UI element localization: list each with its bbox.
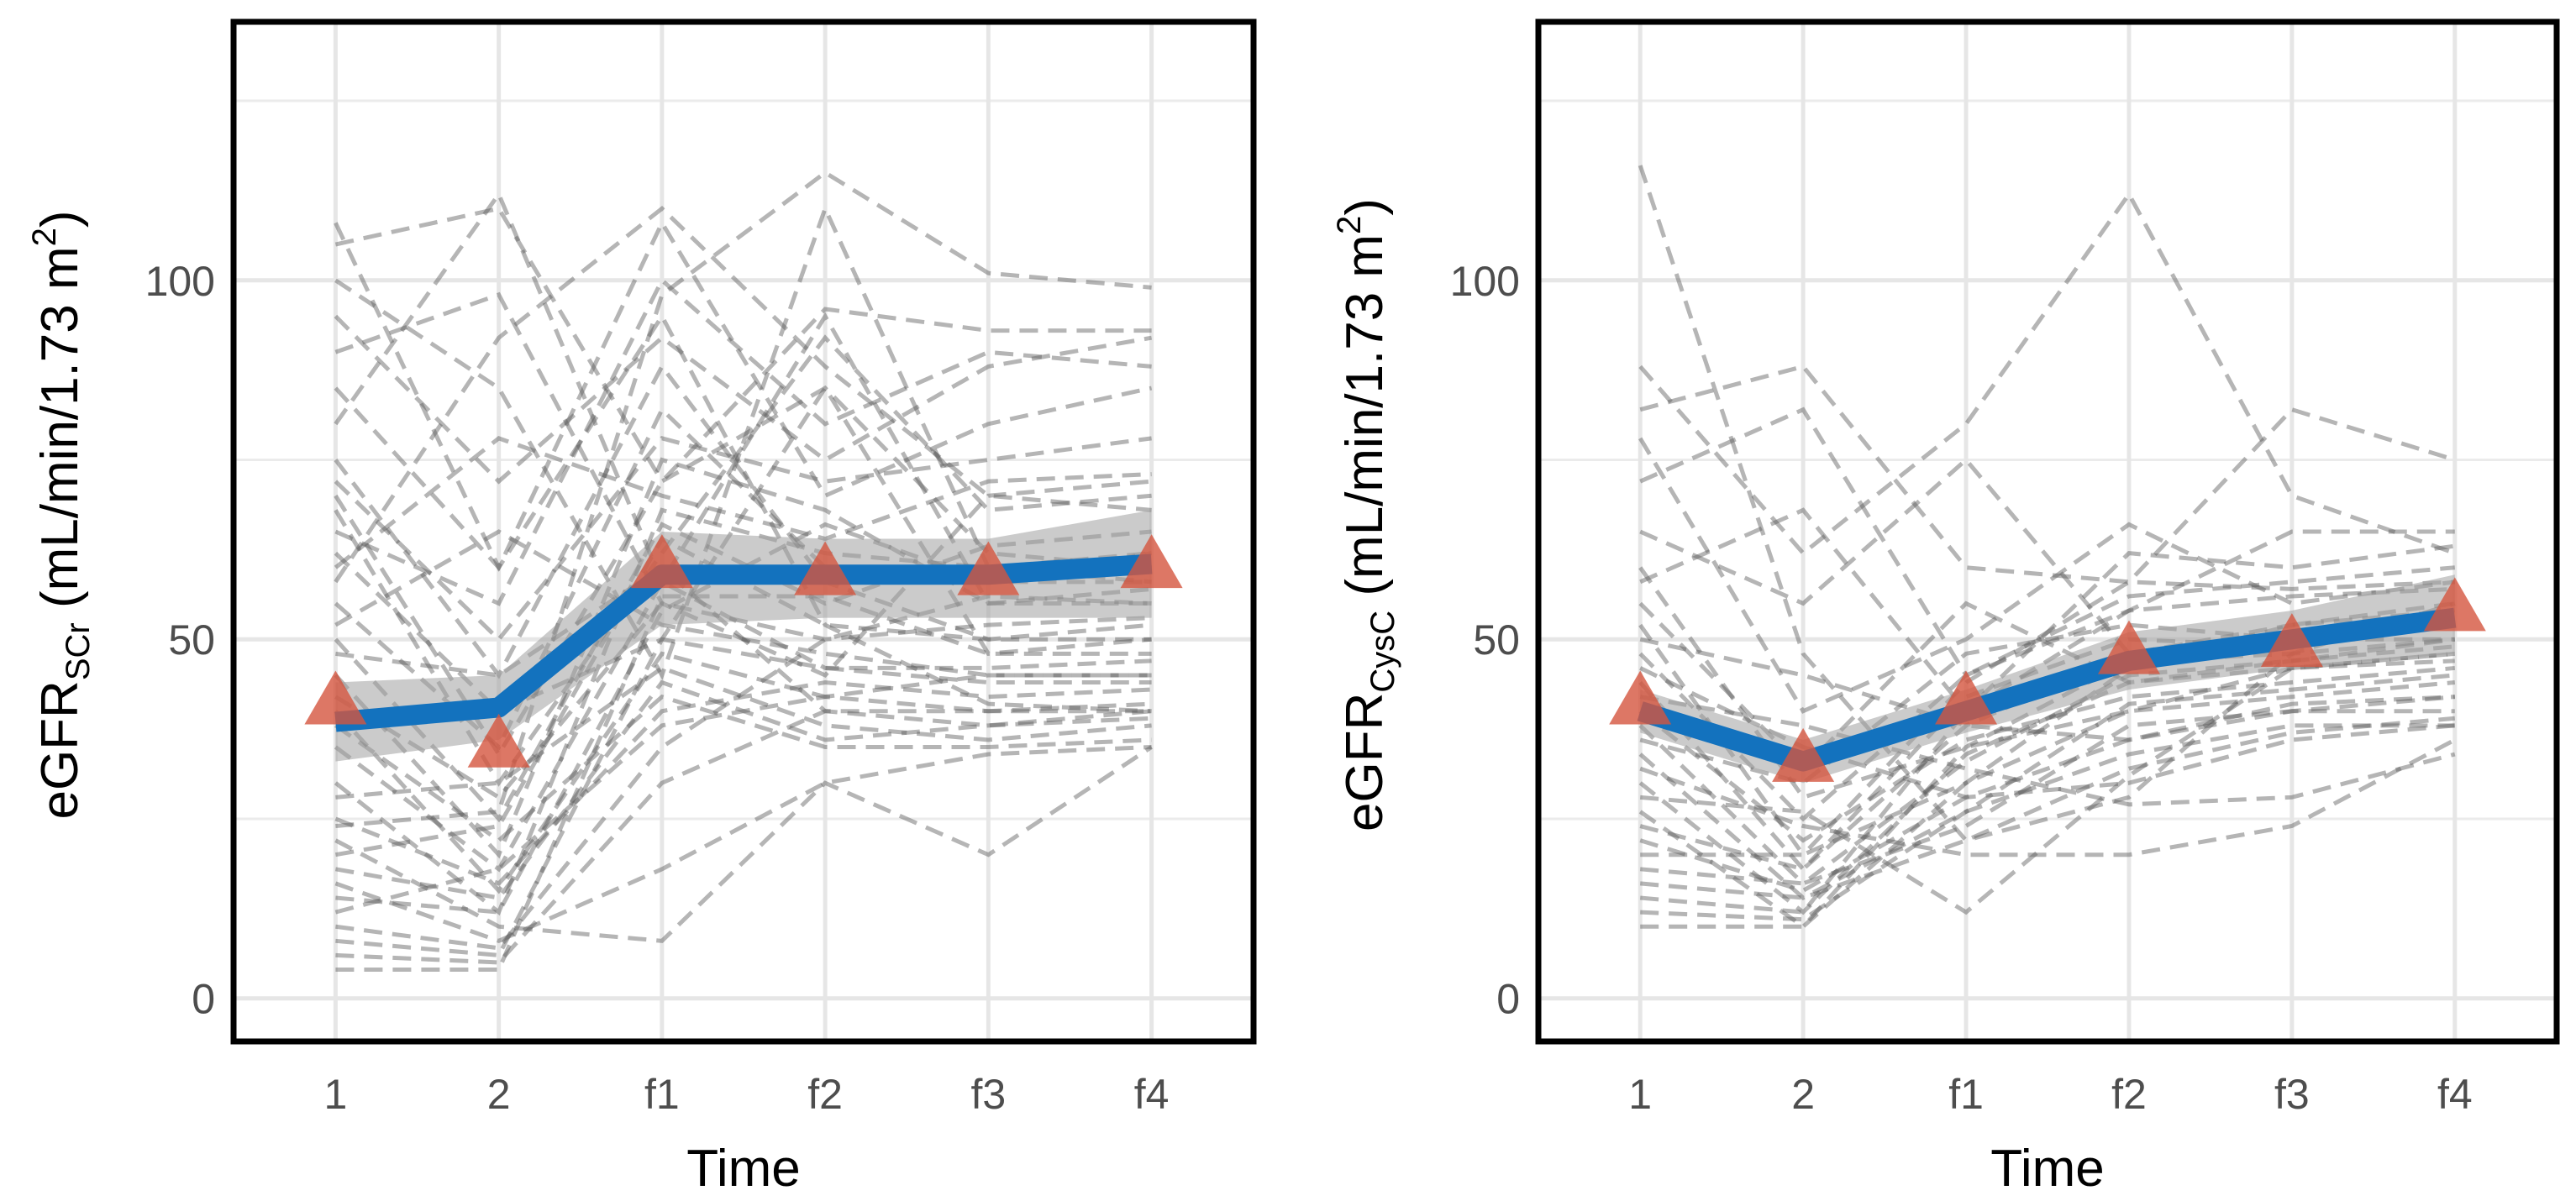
trajectory-line — [1638, 437, 2456, 714]
x-tick-label: f1 — [1948, 1071, 1984, 1118]
trajectory-line — [1640, 580, 2455, 857]
trajectory-line — [335, 701, 1152, 965]
trajectory-line — [334, 222, 1152, 714]
y-axis-title: eGFRSCr (mL/min/1.73 m2) — [26, 210, 97, 819]
y-axis-title-prefix: eGFR — [31, 680, 89, 819]
trajectory-line — [334, 206, 1152, 570]
trajectory-line — [334, 457, 1152, 859]
x-tick-label: f4 — [2437, 1071, 2473, 1118]
median-triangle-marker — [304, 670, 367, 725]
y-axis-title-subscript: CysC — [1364, 611, 1401, 693]
x-tick-label: f2 — [807, 1071, 843, 1118]
trajectory-line — [335, 665, 1152, 800]
trajectory-line — [334, 745, 1153, 943]
median-triangle-marker — [2423, 577, 2486, 632]
trajectory-line — [334, 436, 1152, 642]
panel-border — [230, 18, 1257, 1045]
trajectory-line — [1639, 658, 2455, 915]
x-tick-label: f1 — [644, 1071, 680, 1118]
y-axis-title-subscript: SCr — [60, 622, 97, 680]
median-triangle-marker — [2097, 620, 2160, 674]
median-triangle-marker — [1120, 534, 1183, 589]
trajectory-line — [1639, 637, 2456, 742]
median-triangle-marker — [794, 541, 857, 595]
trajectory-line — [334, 218, 1153, 572]
median-triangle-marker — [630, 534, 693, 589]
y-tick-label: 50 — [1473, 616, 1520, 663]
trajectory-line — [334, 291, 1152, 678]
panel-right: 0 50 100 1 2 f1 f2 f3 f4 Time eGFRCysC (mL/min/1.7… — [1331, 18, 2560, 1198]
trajectory-line — [1639, 644, 2456, 886]
plot-area — [1637, 165, 2457, 930]
trajectory-line — [334, 362, 1152, 679]
median-triangle-marker — [1772, 727, 1835, 782]
y-axis-title-prefix: eGFR — [1336, 693, 1394, 831]
trajectory-line — [1638, 190, 2456, 557]
x-tick-label: 2 — [487, 1071, 511, 1118]
trajectory-line — [334, 276, 1152, 606]
y-tick-label: 0 — [1496, 976, 1520, 1023]
y-axis-title-units: (mL/min/1.73 m — [31, 246, 89, 622]
trajectory-line — [334, 205, 1152, 584]
trajectory-line — [1639, 737, 2456, 857]
plot-area — [334, 170, 1153, 973]
y-tick-label: 0 — [192, 976, 215, 1023]
trajectory-line — [1639, 622, 2456, 785]
x-tick-label: 1 — [323, 1071, 347, 1118]
trajectory-line — [1638, 680, 2456, 930]
x-axis-title: Time — [686, 1140, 800, 1198]
trajectory-line — [1638, 601, 2456, 857]
median-triangle-marker — [1935, 670, 1998, 725]
trajectory-line — [334, 744, 1152, 943]
trajectory-line — [335, 637, 1152, 958]
trajectory-line — [334, 673, 1152, 915]
y-tick-label: 50 — [168, 616, 215, 663]
y-tick-label: 100 — [1450, 258, 1520, 305]
x-tick-label: 2 — [1791, 1071, 1815, 1118]
mean-trend-line — [334, 553, 1153, 732]
median-triangle-marker — [1609, 670, 1672, 725]
median-triangle-marker — [2260, 613, 2323, 668]
trajectory-line — [334, 436, 1152, 569]
x-tick-label: f4 — [1134, 1071, 1170, 1118]
trajectory-line — [1640, 673, 2456, 922]
x-tick-label: f2 — [2111, 1071, 2147, 1118]
trajectory-line — [334, 314, 1153, 485]
median-triangle-marker — [957, 541, 1020, 595]
gridlines — [234, 22, 1254, 1041]
x-tick-label: 1 — [1628, 1071, 1652, 1118]
x-tick-label: f3 — [971, 1071, 1007, 1118]
trajectory-line — [334, 679, 1152, 900]
x-axis-title: Time — [1990, 1140, 2104, 1198]
trajectory-line — [1639, 695, 2455, 894]
mean-trend-line — [1637, 607, 2457, 772]
trajectory-line — [1639, 695, 2456, 807]
trajectory-line — [334, 680, 1152, 886]
trajectory-line — [1638, 723, 2455, 901]
panel-border — [1535, 18, 2560, 1045]
y-axis-title: eGFRCysC (mL/min/1.73 m2) — [1331, 198, 1401, 831]
trajectory-line — [1638, 665, 2456, 843]
trajectory-line — [334, 694, 1152, 843]
trajectory-line — [334, 651, 1152, 894]
y-tick-label: 100 — [145, 258, 215, 305]
median-triangle-marker — [467, 713, 530, 768]
y-axis-title-close: ) — [31, 210, 89, 228]
y-axis-title-close: ) — [1336, 198, 1394, 216]
trajectory-line — [1638, 709, 2455, 886]
trajectory-line — [335, 170, 1152, 829]
gridlines — [1538, 22, 2557, 1041]
panel-left: 0 50 100 1 2 f1 f2 f3 f4 Time eGFRSCr (mL/min/1.73… — [26, 18, 1257, 1198]
trajectory-line — [334, 529, 1152, 678]
trajectory-line — [335, 564, 1152, 728]
trajectory-line — [1639, 507, 2456, 715]
plot-background — [1538, 22, 2557, 1041]
trajectory-line — [1639, 406, 2455, 679]
x-tick-label: f3 — [2274, 1071, 2310, 1118]
y-axis-title-units: (mL/min/1.73 m — [1336, 234, 1394, 611]
y-axis-title-superscript: 2 — [26, 228, 63, 246]
y-axis-title-superscript: 2 — [1331, 216, 1368, 234]
